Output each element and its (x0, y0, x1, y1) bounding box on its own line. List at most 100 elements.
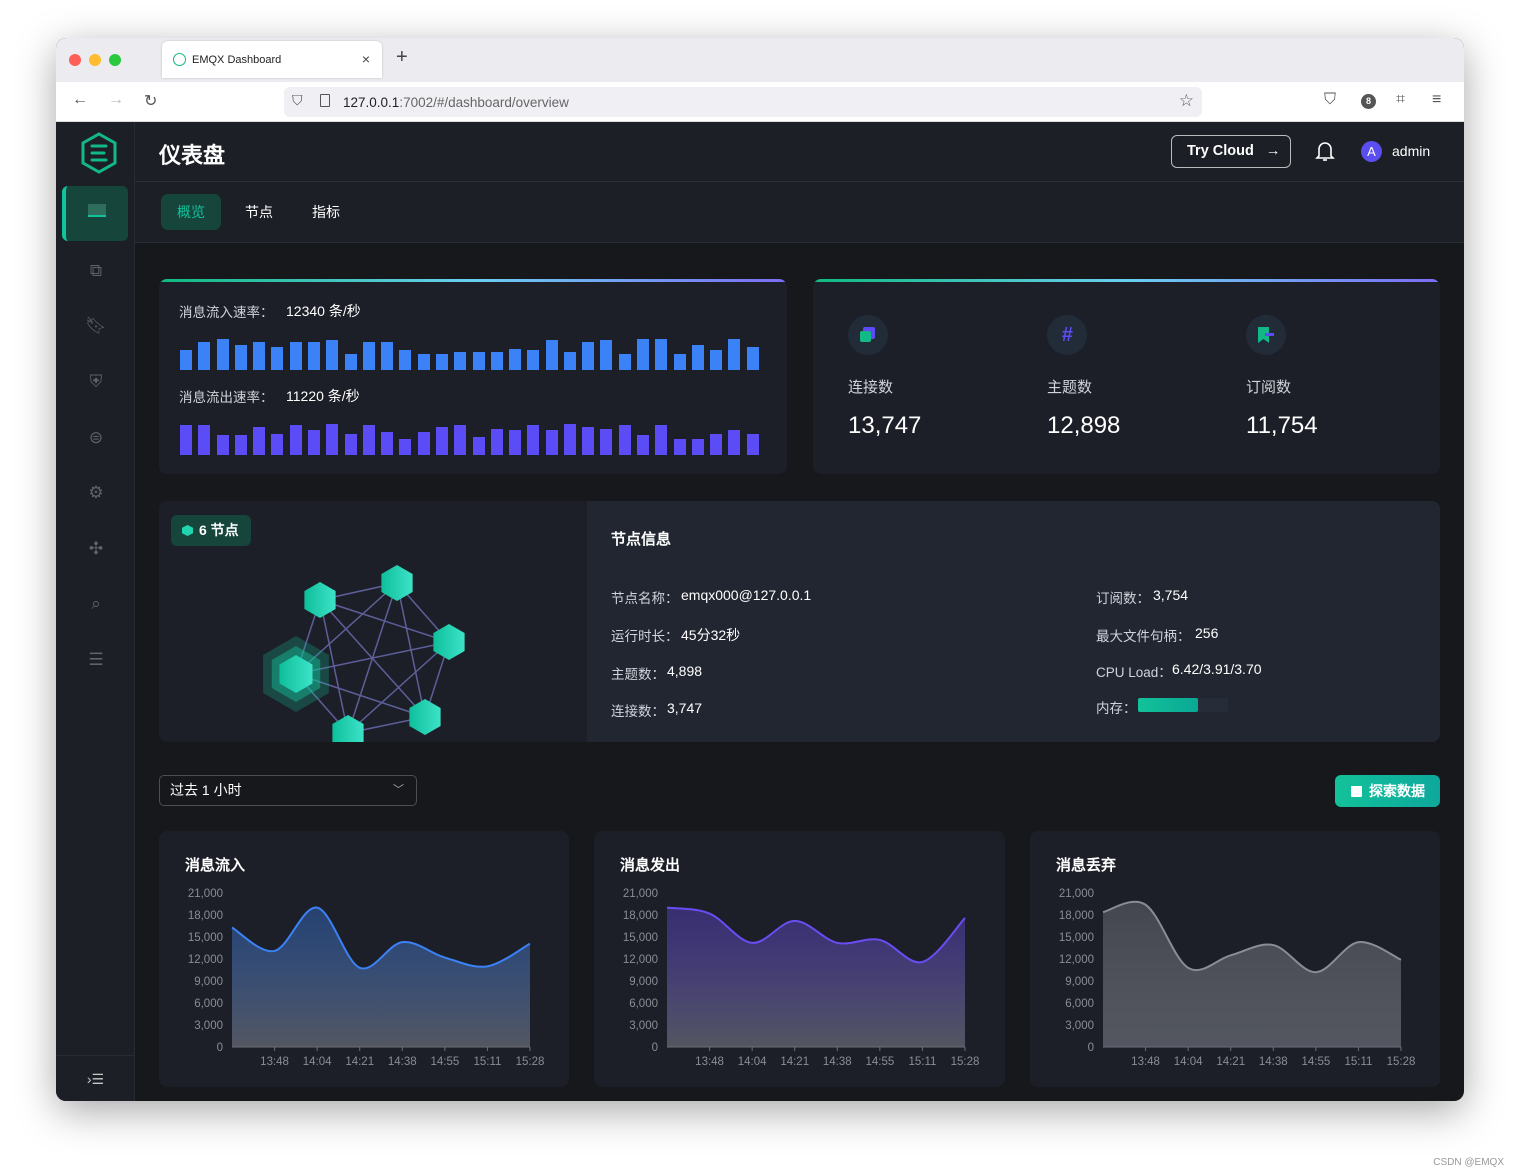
explore-data-button[interactable]: 探索数据 (1335, 775, 1440, 807)
y-tick-label: 6,000 (629, 998, 658, 1010)
outgoing-rate-value: 11220 条/秒 (286, 388, 360, 404)
back-icon[interactable]: ← (72, 91, 88, 108)
rate-bar (198, 425, 211, 455)
topics-value: 12,898 (1047, 412, 1121, 439)
forward-icon[interactable]: → (108, 91, 124, 108)
rate-bar (344, 433, 357, 455)
x-tick-label: 15:28 (1387, 1056, 1416, 1068)
sidebar-item-subscriptions[interactable]: 🔖︎ (85, 316, 107, 335)
rate-bar (563, 351, 576, 370)
y-tick-label: 3,000 (629, 1020, 658, 1032)
rate-bar (472, 351, 485, 370)
subscriptions-icon (1246, 315, 1286, 355)
rate-bar (326, 340, 339, 370)
rate-bar (253, 426, 266, 455)
y-tick-label: 6,000 (194, 998, 223, 1010)
y-tick-label: 21,000 (1059, 888, 1094, 900)
sidebar-item-integration[interactable]: ⊜ (88, 428, 104, 447)
x-tick-label: 14:38 (388, 1056, 417, 1068)
node-card: 6 节点 节点信息 节点名称： emqx000@127.0.0.1 运行时长： … (159, 501, 1440, 742)
rate-bar (198, 341, 211, 370)
x-tick-label: 15:28 (951, 1056, 980, 1068)
cpu-load-label: CPU Load： (1096, 665, 1172, 680)
sidebar-item-extensions[interactable]: ✣ (88, 539, 104, 558)
node-hexagon-icon (433, 624, 465, 660)
sidebar-item-system[interactable]: ☰ (88, 650, 104, 669)
sidebar-item-management[interactable]: ⚙ (88, 483, 104, 502)
x-tick-label: 14:21 (345, 1056, 374, 1068)
shield-icon: ⛉ (292, 92, 303, 108)
subscriptions-label: 订阅数 (1246, 379, 1292, 396)
bookmark-star-icon[interactable]: ☆ (1178, 91, 1194, 110)
rate-bar (728, 430, 741, 455)
rate-bar (490, 428, 503, 455)
node-count-label: 6 节点 (199, 522, 239, 538)
time-range-select[interactable]: 过去 1 小时 ﹀ (159, 775, 417, 806)
y-tick-label: 12,000 (623, 954, 658, 966)
rate-bar (435, 353, 448, 370)
bell-icon[interactable] (1315, 140, 1335, 162)
node-subscriptions-label: 订阅数： (1096, 591, 1150, 606)
browser-tab[interactable]: EMQX Dashboard × (162, 41, 382, 78)
node-link (295, 582, 398, 675)
incoming-rate-bars (180, 336, 765, 370)
browser-toolbar: ← → ↻ ⛉ 127.0.0.1:7002/#/dashboard/overv… (56, 82, 1464, 122)
tab-nodes[interactable]: 节点 (245, 204, 273, 220)
menu-icon[interactable]: ≡ (1432, 91, 1442, 108)
outgoing-rate-bars (180, 421, 765, 455)
rate-bar (509, 348, 522, 370)
node-count-badge[interactable]: 6 节点 (171, 515, 251, 546)
address-bar[interactable]: ⛉ 127.0.0.1:7002/#/dashboard/overview ☆ (284, 87, 1202, 117)
sidebar-item-connections[interactable]: ⧉ (89, 261, 103, 280)
reload-icon[interactable]: ↻ (144, 93, 158, 110)
collapse-sidebar-button[interactable]: ›☰ (56, 1055, 135, 1101)
stats-card: 连接数 13,747 # 主题数 12,898 订阅数 11,754 (813, 279, 1440, 474)
rate-bar (728, 338, 741, 370)
rate-bar (472, 436, 485, 455)
uptime-value: 45分32秒 (681, 627, 741, 643)
rate-bar (326, 423, 339, 455)
sidebar-item-access-control[interactable]: ⛨ (89, 372, 103, 391)
incoming-rate-label: 消息流入速率： (179, 305, 274, 320)
rate-bar (545, 430, 558, 455)
y-tick-label: 18,000 (1059, 910, 1094, 922)
node-hexagon-icon (409, 699, 441, 735)
try-cloud-label: Try Cloud (1187, 143, 1254, 159)
maximize-window-button[interactable] (109, 54, 121, 66)
minimize-window-button[interactable] (89, 54, 101, 66)
rate-bar (710, 350, 723, 370)
y-tick-label: 12,000 (188, 954, 223, 966)
sidebar-item-diagnose[interactable]: ⌕ (91, 594, 101, 613)
chart-title: 消息丢弃 (1056, 856, 1116, 874)
tab-overview[interactable]: 概览 (161, 194, 221, 230)
app-header: 仪表盘 Try Cloud → A admin (135, 122, 1464, 182)
rate-bar (417, 431, 430, 455)
crop-icon[interactable]: ⌗ (1396, 91, 1406, 108)
node-name-label: 节点名称： (611, 591, 679, 606)
avatar[interactable]: A (1361, 141, 1382, 162)
rate-bar (216, 338, 229, 370)
rate-bar (381, 431, 394, 455)
url-host: 127.0.0.1 (343, 95, 400, 110)
close-tab-icon[interactable]: × (361, 51, 370, 67)
browser-tab-bar: EMQX Dashboard × + (56, 38, 1464, 82)
close-window-button[interactable] (69, 54, 81, 66)
try-cloud-button[interactable]: Try Cloud → (1171, 135, 1291, 168)
series-line (231, 906, 531, 970)
tab-metrics[interactable]: 指标 (312, 204, 340, 220)
extension-badge-icon[interactable]: 8 (1361, 94, 1376, 109)
x-tick-label: 14:38 (823, 1056, 852, 1068)
rate-bar (271, 346, 284, 370)
new-tab-button[interactable]: + (396, 46, 408, 68)
node-link (295, 641, 450, 675)
chart-title: 消息流入 (185, 856, 245, 874)
pocket-icon[interactable]: ⛉ (1324, 91, 1337, 108)
node-link (295, 673, 426, 718)
username[interactable]: admin (1392, 143, 1431, 159)
time-range-value: 过去 1 小时 (170, 782, 242, 798)
y-tick-label: 9,000 (629, 976, 658, 988)
max-fd-value: 256 (1195, 625, 1219, 641)
page-title: 仪表盘 (159, 143, 226, 168)
chart-card-messages-dropped: 消息丢弃 21,000 18,000 15,000 12,000 9,000 6,000 3,… (1030, 831, 1440, 1087)
sidebar-item-dashboard[interactable] (62, 186, 128, 241)
